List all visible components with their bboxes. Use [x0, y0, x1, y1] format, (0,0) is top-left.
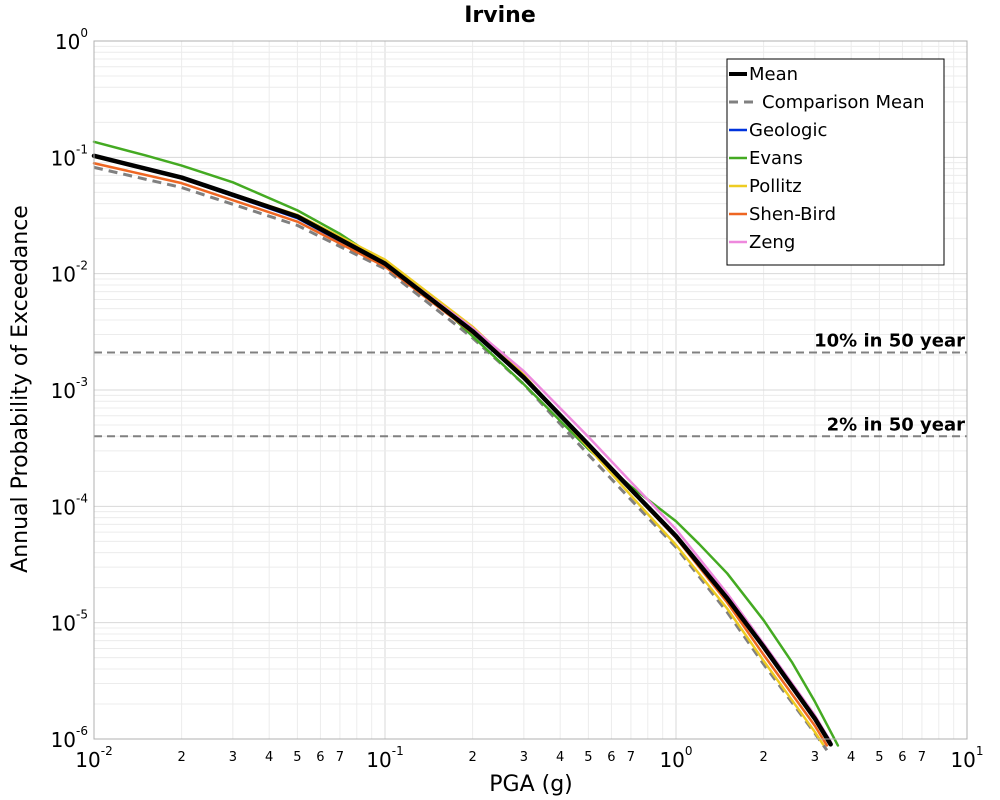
y-tick-label: 10-1	[51, 142, 88, 170]
x-tick-label: 101	[950, 744, 983, 772]
x-tick-label: 10-1	[366, 744, 403, 772]
x-axis-label: PGA (g)	[489, 772, 573, 797]
x-minor-tick-label: 2	[177, 750, 185, 765]
plot-frame	[93, 40, 968, 740]
legend-entry-label: Evans	[749, 148, 803, 169]
chart-title: Irvine	[464, 3, 536, 28]
grid	[93, 41, 967, 740]
series-line-evans	[92, 140, 840, 747]
legend-box	[726, 58, 945, 266]
y-tick-label: 10-4	[51, 491, 88, 519]
x-minor-tick-label: 3	[520, 750, 528, 765]
y-tick-label: 10-3	[51, 375, 88, 403]
x-minor-tick-label: 4	[265, 750, 273, 765]
legend: Mean Comparison Mean Geologic Evans Pollitz S…	[726, 58, 945, 266]
x-minor-tick-label: 7	[336, 750, 344, 765]
y-tick-label: 10-6	[51, 724, 88, 752]
x-minor-tick-label: 6	[607, 750, 615, 765]
x-tick-label: 100	[659, 744, 692, 772]
x-minor-tick-label: 7	[918, 750, 926, 765]
series-line-mean	[91, 153, 833, 747]
legend-entry-label: Mean	[749, 64, 798, 85]
x-minor-tick-label: 5	[293, 750, 301, 765]
x-minor-tick-label: 3	[229, 750, 237, 765]
x-tick-label: 10-2	[75, 744, 112, 772]
x-minor-tick-label: 7	[627, 750, 635, 765]
x-minor-tick-label: 2	[759, 750, 767, 765]
y-tick-label: 100	[55, 26, 88, 54]
reference-lines: 10% in 50 year 2% in 50 year	[94, 331, 967, 438]
y-tick-label: 10-2	[51, 259, 88, 287]
legend-entry-label: Shen-Bird	[749, 204, 836, 225]
x-minor-tick-label: 2	[468, 750, 476, 765]
series-lines	[91, 140, 840, 752]
legend-entry-label: Comparison Mean	[762, 92, 925, 113]
y-axis-ticks: 100 10-1 10-2 10-3 10-4 10-5 10-6	[51, 26, 88, 752]
x-minor-tick-label: 4	[556, 750, 564, 765]
x-minor-tick-label: 5	[875, 750, 883, 765]
legend-entry-label: Pollitz	[749, 176, 802, 197]
reference-line-label: 10% in 50 year	[814, 331, 965, 352]
x-minor-tick-label: 5	[584, 750, 592, 765]
series-line-geologic	[92, 155, 832, 746]
x-minor-tick-label: 6	[316, 750, 324, 765]
series-line-zeng	[92, 154, 832, 743]
series-line-comparison-mean	[93, 165, 829, 752]
x-minor-tick-label: 6	[898, 750, 906, 765]
reference-line-label: 2% in 50 year	[827, 414, 965, 435]
legend-entry-label: Geologic	[749, 120, 827, 141]
y-tick-label: 10-5	[51, 608, 88, 636]
x-minor-tick-label: 4	[847, 750, 855, 765]
legend-entry-label: Zeng	[749, 232, 795, 253]
y-axis-label: Annual Probability of Exceedance	[8, 205, 33, 573]
x-minor-tick-label: 3	[811, 750, 819, 765]
